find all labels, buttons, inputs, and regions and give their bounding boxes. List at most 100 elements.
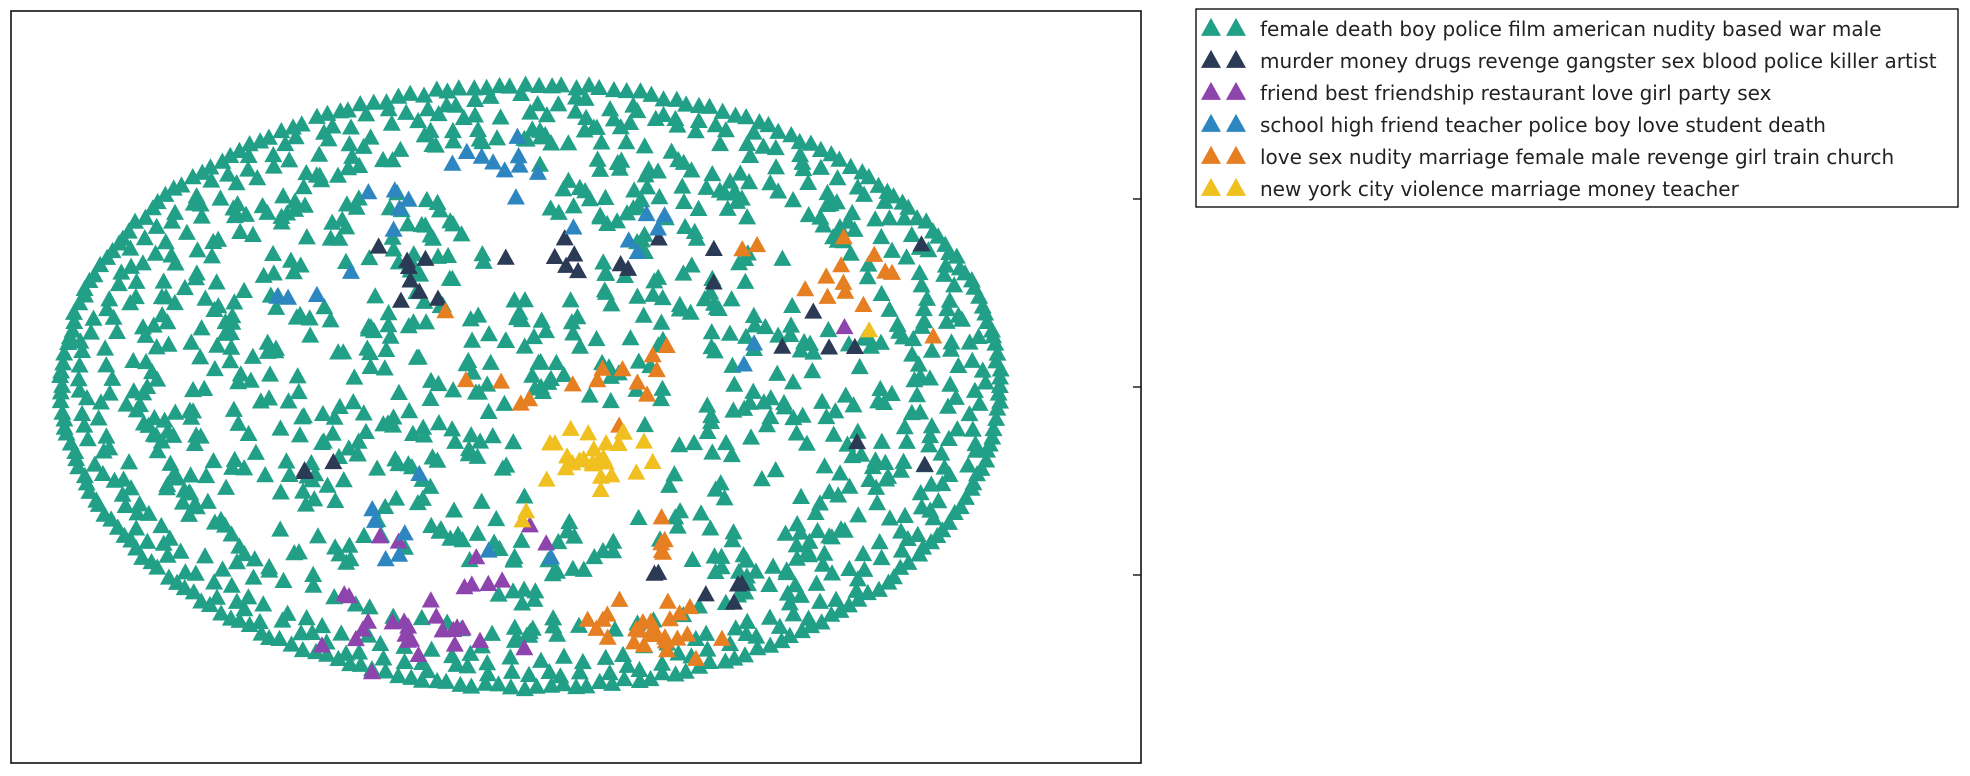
scatter-point — [239, 160, 258, 177]
scatter-point — [970, 394, 989, 411]
scatter-point — [444, 381, 463, 398]
scatter-point — [849, 590, 868, 607]
scatter-point — [241, 371, 260, 388]
scatter-point — [657, 336, 676, 353]
legend-entry[interactable]: love sex nudity marriage female male rev… — [1201, 145, 1894, 169]
scatter-point — [447, 655, 466, 672]
scatter-point — [908, 525, 927, 543]
scatter-point — [963, 420, 982, 437]
scatter-point — [704, 239, 723, 256]
scatter-point — [219, 165, 238, 182]
scatter-point — [617, 81, 636, 99]
scatter-point — [369, 237, 388, 254]
legend-entry[interactable]: new york city violence marriage money te… — [1201, 177, 1740, 201]
scatter-point — [519, 665, 538, 683]
scatter-point — [860, 321, 879, 338]
scatter-point — [541, 548, 560, 565]
scatter-point — [108, 322, 127, 339]
legend-entry[interactable]: murder money drugs revenge gangster sex … — [1201, 49, 1937, 73]
scatter-point — [573, 652, 592, 670]
legend-label: new york city violence marriage money te… — [1260, 177, 1740, 201]
scatter-point — [483, 427, 502, 444]
scatter-point — [965, 381, 984, 398]
scatter-point — [682, 256, 701, 273]
scatter-point — [720, 324, 739, 341]
scatter-point — [389, 666, 408, 684]
scatter-point — [726, 619, 745, 636]
scatter-point — [800, 546, 819, 563]
scatter-point — [417, 190, 436, 208]
scatter-point — [505, 631, 524, 648]
scatter-point — [390, 199, 409, 216]
scatter-point — [577, 677, 596, 694]
scatter-point — [587, 619, 606, 636]
scatter-point — [920, 436, 939, 453]
scatter-point — [883, 263, 902, 280]
scatter-point — [277, 452, 296, 469]
scatter-point — [618, 656, 637, 673]
scatter-point — [621, 113, 640, 131]
scatter-point — [596, 648, 615, 665]
scatter-point — [243, 225, 262, 242]
legend-entry[interactable]: female death boy police film american nu… — [1201, 17, 1882, 41]
scatter-point — [698, 640, 717, 657]
scatter-point — [702, 323, 721, 340]
scatter-point — [822, 145, 841, 162]
scatter-point — [473, 245, 492, 262]
legend-entry[interactable]: school high friend teacher police boy lo… — [1201, 113, 1826, 137]
scatter-point — [96, 339, 115, 356]
scatter-point — [860, 470, 879, 487]
scatter-point — [416, 249, 435, 266]
scatter-point — [630, 621, 649, 638]
scatter-point — [508, 127, 527, 144]
scatter-point — [471, 631, 490, 648]
scatter-point — [783, 296, 802, 314]
scatter-point — [890, 322, 909, 339]
scatter-point — [64, 303, 83, 320]
legend-label: school high friend teacher police boy lo… — [1260, 113, 1826, 137]
scatter-point — [692, 504, 711, 521]
scatter-point — [531, 155, 550, 172]
scatter-point — [811, 208, 830, 225]
legend-entry[interactable]: friend best friendship restaurant love g… — [1201, 81, 1772, 105]
scatter-point — [462, 677, 481, 694]
scatter-point — [977, 451, 996, 468]
scatter-point — [339, 587, 358, 604]
scatter-point — [817, 267, 836, 284]
scatter-point — [875, 192, 894, 209]
scatter-point — [370, 527, 389, 544]
scatter-point — [148, 558, 167, 575]
scatter-point — [722, 290, 741, 307]
scatter-point — [697, 178, 716, 195]
scatter-point — [260, 558, 279, 575]
scatter-point — [866, 210, 885, 227]
scatter-point — [712, 629, 731, 646]
scatter-point — [124, 382, 143, 399]
scatter-point — [130, 495, 149, 512]
scatter-point — [53, 376, 72, 393]
scatter-point — [445, 635, 464, 652]
scatter-point — [243, 347, 262, 364]
scatter-point — [356, 422, 375, 440]
scatter-point — [983, 321, 1002, 338]
scatter-point — [563, 375, 582, 392]
scatter-point — [379, 100, 398, 117]
scatter-point — [865, 245, 884, 262]
scatter-point — [213, 560, 232, 577]
scatter-point — [713, 102, 732, 119]
scatter-point — [78, 430, 97, 447]
scatter-point — [127, 401, 146, 418]
scatter-point — [294, 407, 313, 424]
scatter-point — [841, 157, 860, 174]
scatter-point — [778, 584, 797, 601]
scatter-point — [878, 182, 897, 199]
scatter-point — [587, 329, 606, 347]
scatter-point — [329, 649, 348, 667]
scatter-point — [897, 248, 916, 265]
scatter-point — [264, 244, 283, 262]
scatter-point — [152, 432, 171, 449]
scatter-point — [389, 87, 408, 104]
scatter-point — [204, 451, 223, 469]
scatter-point — [829, 486, 848, 503]
scatter-point — [359, 317, 378, 334]
